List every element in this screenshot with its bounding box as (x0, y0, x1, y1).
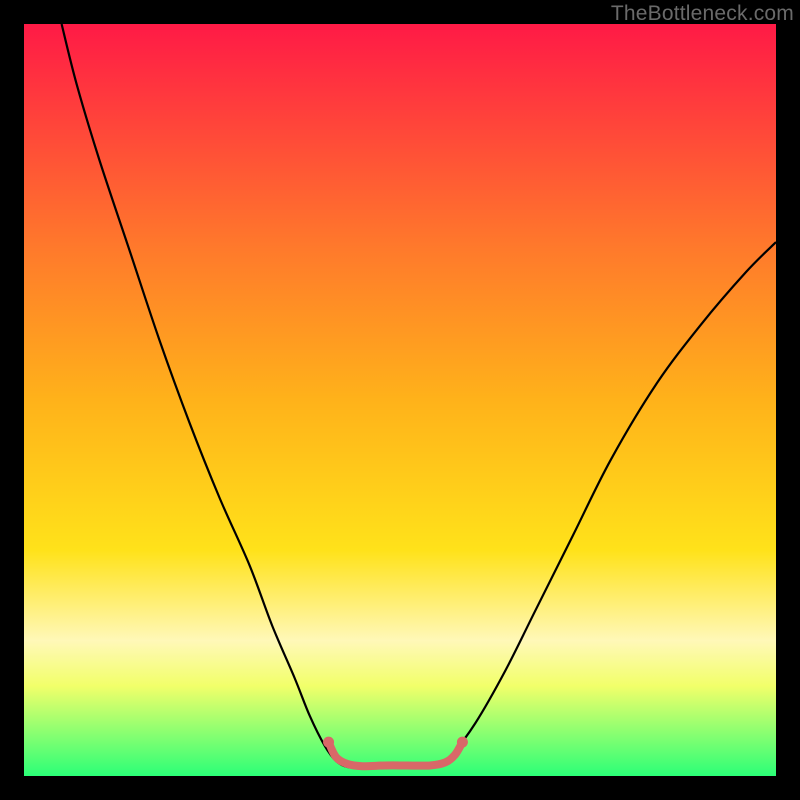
red-dot-right (457, 737, 468, 748)
curve-svg (24, 24, 776, 776)
watermark-label: TheBottleneck.com (611, 2, 794, 26)
bottleneck-curve-black (62, 24, 776, 767)
plot-area (24, 24, 776, 776)
red-dot-left (323, 737, 334, 748)
bottom-highlight-red (329, 742, 463, 766)
